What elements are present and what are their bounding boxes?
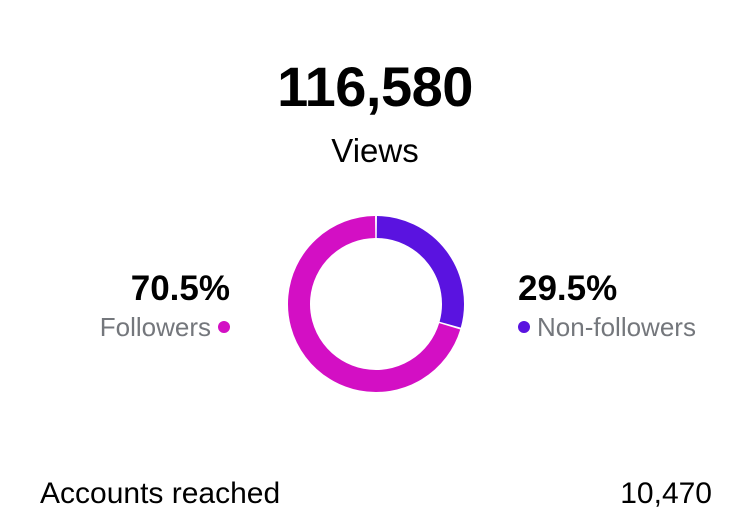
- followers-dot-icon: [218, 321, 230, 333]
- donut-segment-non-followers: [376, 216, 464, 328]
- views-total-label: Views: [331, 132, 419, 169]
- followers-percentage: 70.5%: [130, 269, 230, 308]
- audience-donut-chart: [288, 216, 464, 392]
- accounts-reached-row[interactable]: Accounts reached 10,470: [40, 474, 712, 514]
- followers-legend-label: Followers: [99, 312, 211, 342]
- views-total-value: 116,580: [277, 55, 473, 118]
- donut-segment-followers: [288, 216, 461, 392]
- followers-stat: 70.5% Followers: [100, 268, 230, 344]
- followers-legend: Followers: [100, 310, 230, 344]
- non-followers-percentage: 29.5%: [518, 269, 618, 308]
- accounts-reached-label: Accounts reached: [40, 477, 281, 510]
- non-followers-dot-icon: [518, 321, 530, 333]
- non-followers-stat: 29.5% Non-followers: [518, 268, 696, 344]
- non-followers-legend-label: Non-followers: [537, 312, 696, 342]
- non-followers-legend: Non-followers: [518, 310, 696, 344]
- accounts-reached-value: 10,470: [620, 477, 712, 510]
